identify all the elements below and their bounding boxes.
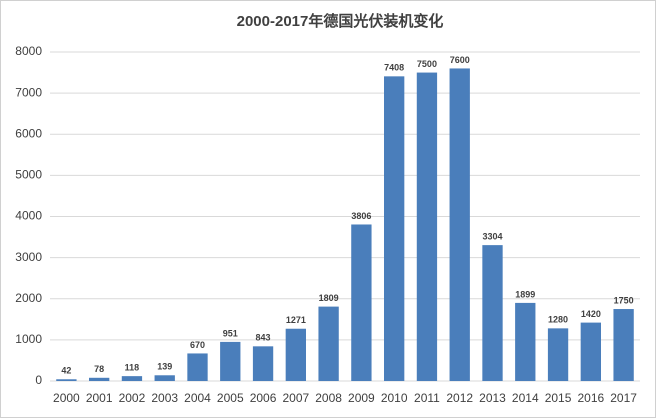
data-label: 1271	[286, 315, 306, 325]
y-tick-label: 2000	[15, 291, 42, 305]
x-tick-label: 2002	[119, 391, 146, 405]
x-tick-label: 2009	[348, 391, 375, 405]
x-tick-label: 2004	[184, 391, 211, 405]
x-tick-label: 2016	[577, 391, 604, 405]
data-label: 1750	[614, 295, 634, 305]
bar	[482, 245, 503, 381]
data-label: 843	[256, 333, 271, 343]
chart-title: 2000-2017年德国光伏装机变化	[237, 12, 444, 30]
x-tick-label: 2007	[282, 391, 309, 405]
data-label: 7408	[384, 63, 404, 73]
bar	[318, 306, 339, 381]
data-label: 1809	[319, 293, 339, 303]
data-label: 7500	[417, 59, 437, 69]
data-label: 139	[157, 362, 172, 372]
data-label: 3304	[482, 231, 502, 241]
bar	[89, 377, 110, 381]
bar	[416, 72, 438, 381]
x-tick-label: 2011	[414, 391, 440, 405]
data-label: 78	[94, 364, 104, 374]
bar	[351, 224, 372, 381]
y-tick-label: 7000	[15, 85, 42, 99]
data-label: 951	[223, 328, 238, 338]
bar	[220, 341, 241, 381]
x-tick-label: 2003	[151, 391, 178, 405]
y-tick-label: 5000	[15, 168, 42, 182]
data-label: 1899	[515, 289, 535, 299]
data-label: 670	[190, 340, 205, 350]
data-label: 1280	[548, 315, 568, 325]
bar	[613, 309, 634, 381]
bar	[121, 376, 143, 381]
bar	[285, 328, 306, 381]
bar	[515, 302, 536, 381]
y-tick-label: 6000	[15, 126, 42, 140]
data-label: 3806	[351, 211, 371, 221]
bar	[580, 322, 601, 381]
x-tick-label: 2010	[381, 391, 408, 405]
data-label: 118	[125, 363, 140, 373]
x-tick-label: 2005	[217, 391, 244, 405]
x-tick-label: 2006	[250, 391, 277, 405]
x-tick-label: 2000	[53, 391, 80, 405]
data-label: 7600	[450, 55, 470, 65]
y-tick-label: 0	[35, 373, 42, 387]
bar	[187, 353, 208, 381]
x-tick-label: 2013	[479, 391, 506, 405]
bar	[252, 346, 274, 381]
y-tick-label: 4000	[15, 209, 42, 223]
data-label: 42	[61, 366, 71, 376]
x-tick-label: 2015	[545, 391, 572, 405]
data-label: 1420	[581, 309, 601, 319]
bar	[384, 76, 405, 381]
bar	[547, 328, 569, 381]
x-tick-label: 2012	[446, 391, 473, 405]
bar	[449, 68, 470, 381]
x-tick-label: 2017	[610, 391, 637, 405]
y-tick-label: 3000	[15, 250, 42, 264]
y-tick-label: 1000	[15, 332, 42, 346]
y-tick-label: 8000	[15, 44, 42, 58]
bar	[56, 379, 77, 381]
bar	[154, 375, 175, 381]
x-tick-label: 2014	[512, 391, 539, 405]
x-tick-label: 2001	[86, 391, 113, 405]
x-tick-label: 2008	[315, 391, 342, 405]
